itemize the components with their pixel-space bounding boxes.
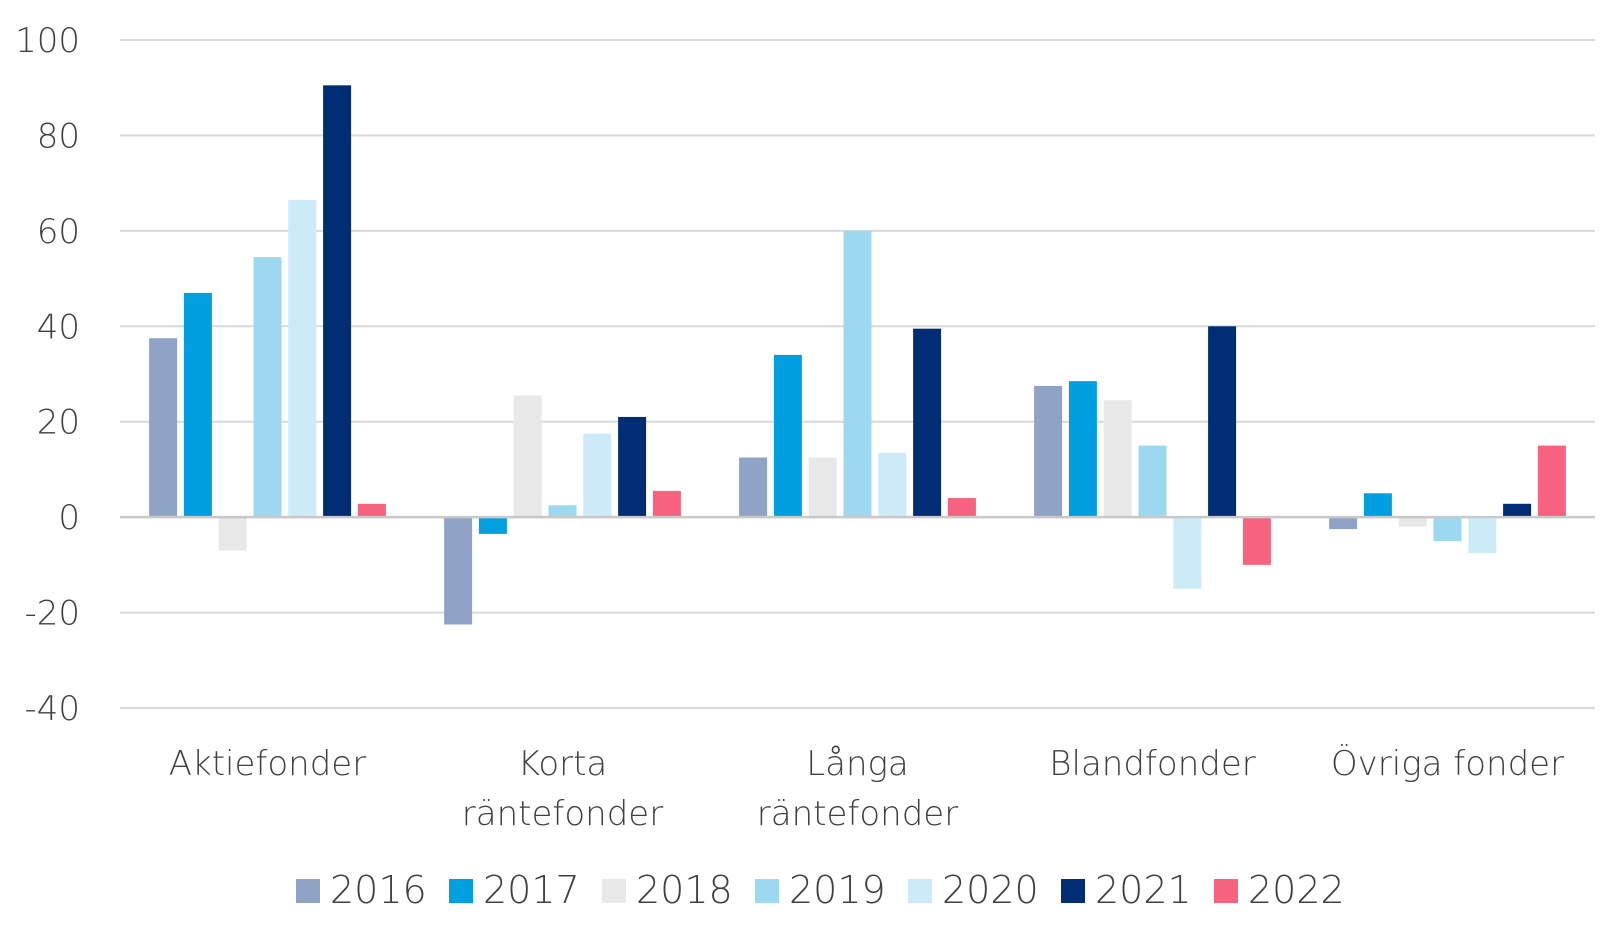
bar-2021-3: [1208, 326, 1237, 518]
bar-2017-3: [1068, 381, 1097, 518]
legend-swatch-2018: [602, 879, 626, 903]
legend-swatch-2016: [296, 879, 320, 903]
y-axis-ticks: 100 80 60 40 20 0 -20 -40: [15, 21, 80, 729]
bar-2016-0: [149, 338, 178, 518]
legend-swatch-2022: [1214, 879, 1238, 903]
bar-2021-1: [618, 416, 647, 518]
y-tick-label: -40: [24, 689, 80, 729]
legend-swatch-2017: [449, 879, 473, 903]
bar-2019-3: [1138, 445, 1167, 518]
category-label: Övriga fonder: [1331, 744, 1564, 784]
legend-swatch-2021: [1061, 879, 1085, 903]
legend-label-2019: 2019: [789, 868, 886, 912]
bar-2022-1: [652, 490, 681, 518]
category-label: Långa: [806, 744, 909, 784]
bar-2018-3: [1103, 400, 1132, 518]
bar-2016-4: [1329, 517, 1358, 530]
bar-2021-4: [1503, 503, 1532, 518]
bars: [149, 85, 1566, 625]
y-tick-label: 20: [37, 403, 80, 443]
y-tick-label: 40: [37, 307, 80, 347]
category-label: räntefonder: [462, 794, 663, 834]
y-tick-label: 0: [58, 498, 80, 538]
bar-2018-0: [218, 517, 247, 551]
bar-2022-2: [947, 498, 976, 518]
bar-2022-4: [1537, 445, 1566, 518]
bar-2018-4: [1398, 517, 1427, 527]
bar-2016-3: [1034, 385, 1063, 518]
bar-2020-1: [583, 433, 612, 518]
legend: 2016 2017 2018 2019 2020 2021 2022: [296, 868, 1345, 912]
bar-2017-2: [773, 354, 802, 518]
bar-2018-2: [808, 457, 837, 518]
y-tick-label: -20: [24, 594, 80, 634]
bar-2021-2: [913, 328, 942, 518]
bar-2020-2: [878, 452, 907, 518]
bar-2020-3: [1173, 517, 1202, 589]
bar-2022-3: [1242, 517, 1271, 565]
bar-2016-2: [739, 457, 768, 518]
y-tick-label: 100: [15, 21, 80, 61]
category-label: Aktiefonder: [169, 744, 366, 784]
bar-2020-0: [288, 199, 317, 518]
category-label: räntefonder: [757, 794, 958, 834]
legend-swatch-2020: [908, 879, 932, 903]
category-label: Blandfonder: [1049, 744, 1255, 784]
legend-label-2020: 2020: [942, 868, 1039, 912]
bar-2019-4: [1433, 517, 1462, 541]
category-label: Korta: [518, 744, 608, 784]
y-tick-label: 60: [37, 212, 80, 252]
bar-2017-1: [478, 517, 507, 534]
bar-2019-2: [843, 230, 872, 518]
bar-2017-4: [1363, 493, 1392, 518]
bar-2017-0: [183, 292, 212, 518]
y-tick-label: 80: [37, 116, 80, 156]
legend-label-2017: 2017: [483, 868, 580, 912]
bar-2019-0: [253, 257, 282, 518]
bar-2021-0: [323, 85, 352, 518]
bar-2018-1: [513, 395, 542, 518]
bar-2019-1: [548, 505, 577, 518]
bar-2020-4: [1468, 517, 1497, 553]
legend-label-2016: 2016: [330, 868, 427, 912]
legend-swatch-2019: [755, 879, 779, 903]
legend-label-2021: 2021: [1095, 868, 1192, 912]
legend-label-2018: 2018: [636, 868, 733, 912]
legend-label-2022: 2022: [1248, 868, 1345, 912]
bar-2016-1: [444, 517, 473, 625]
category-labels: Aktiefonder Korta räntefonder Långa räntefon…: [169, 744, 1564, 834]
bar-2022-0: [357, 503, 386, 518]
